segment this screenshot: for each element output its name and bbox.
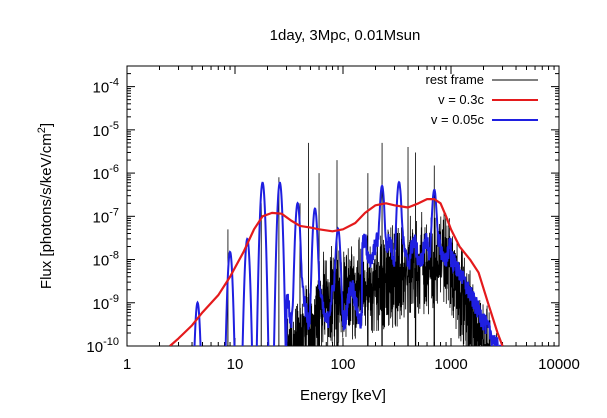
y-tick-label: 10-6 <box>93 163 119 183</box>
y-tick-label: 10-10 <box>86 336 119 356</box>
y-tick-label: 10-9 <box>93 293 119 313</box>
y-axis-label: Flux [photons/s/keV/cm2] <box>36 123 55 289</box>
series-v005c <box>193 180 502 346</box>
x-tick-label: 1 <box>123 356 131 373</box>
legend: rest frame v = 0.3c v = 0.05c <box>425 72 538 127</box>
legend-label: v = 0.3c <box>438 92 484 107</box>
x-axis-label: Energy [keV] <box>300 387 386 404</box>
x-tick-label: 10000 <box>538 356 580 373</box>
y-tick-label: 10-8 <box>93 250 119 270</box>
y-tick-label: 10-4 <box>93 77 119 97</box>
series-v03c <box>169 198 504 346</box>
x-tick-labels: 1 10 100 1000 10000 <box>123 356 580 373</box>
x-tick-label: 1000 <box>434 356 467 373</box>
legend-label: v = 0.05c <box>431 112 485 127</box>
series-layer <box>169 142 504 346</box>
axis-ticks <box>126 66 560 347</box>
series-rest-frame <box>227 142 498 346</box>
chart-title: 1day, 3Mpc, 0.01Msun <box>270 27 421 44</box>
y-tick-labels: 10-10 10-9 10-8 10-7 10-6 10-5 10-4 <box>86 77 119 356</box>
x-tick-label: 10 <box>227 356 244 373</box>
x-tick-label: 100 <box>330 356 355 373</box>
legend-label: rest frame <box>425 72 484 87</box>
y-tick-label: 10-5 <box>93 120 119 140</box>
y-tick-label: 10-7 <box>93 206 119 226</box>
